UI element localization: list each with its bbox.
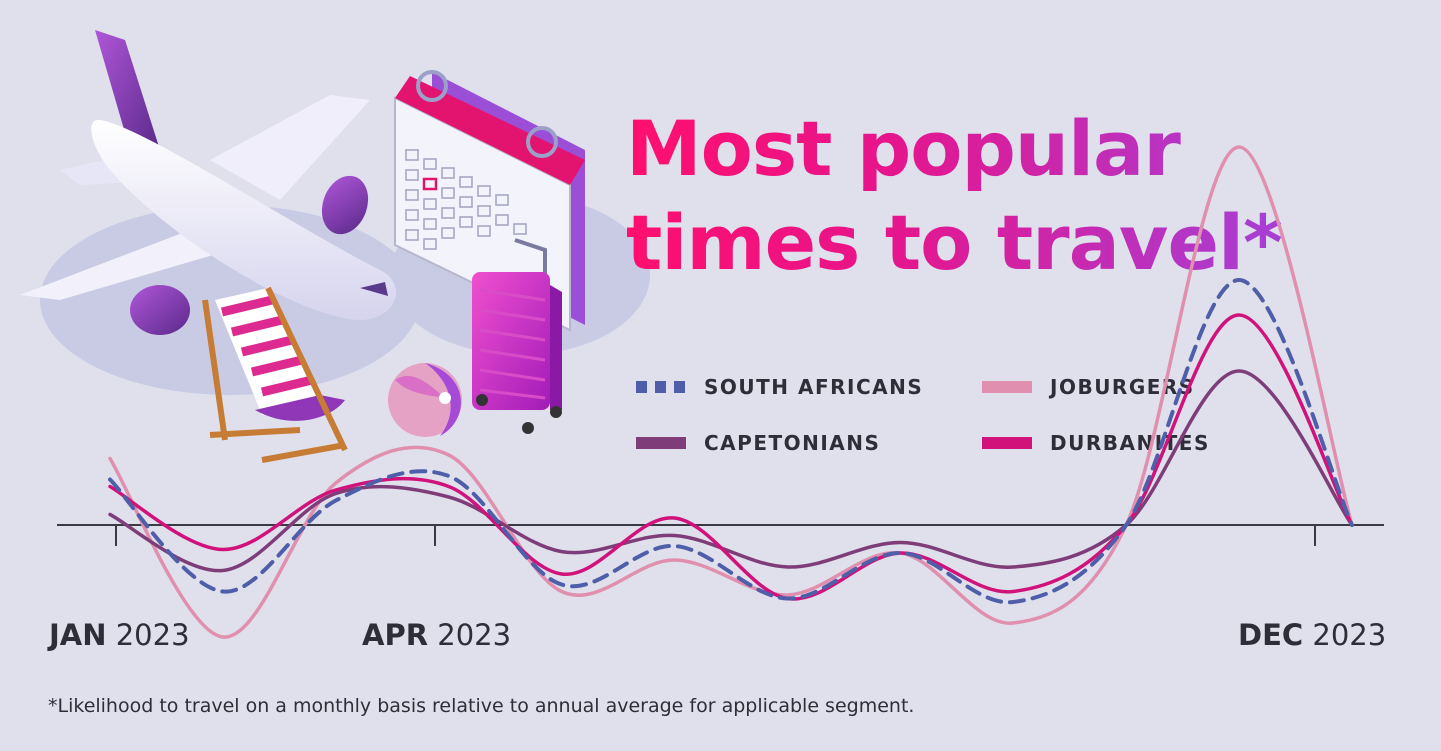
axis-label-apr-month: APR <box>362 618 429 652</box>
axis-label-jan-year: 2023 <box>115 618 190 652</box>
series-line-capetonians <box>108 369 1354 573</box>
legend-item-south-africans: SOUTH AFRICANS <box>636 375 923 399</box>
airplane-icon <box>20 30 397 335</box>
legend-label-joburgers: JOBURGERS <box>1050 375 1195 399</box>
beach-ball-icon <box>388 363 462 437</box>
footnote: *Likelihood to travel on a monthly basis… <box>48 695 915 717</box>
series-line-south-africans <box>108 277 1354 605</box>
axis-label-apr: APR 2023 <box>362 618 511 652</box>
legend-swatch-joburgers <box>982 381 1032 393</box>
travel-illustration <box>20 30 650 463</box>
axis-label-dec-month: DEC <box>1238 618 1304 652</box>
beach-chair-icon <box>202 286 348 463</box>
legend-label-capetonians: CAPETONIANS <box>704 431 881 455</box>
series-line-durbanites <box>108 313 1354 601</box>
legend-label-south-africans: SOUTH AFRICANS <box>704 375 924 399</box>
legend-swatch-south-africans <box>636 381 686 393</box>
axis-label-dec-year: 2023 <box>1312 618 1387 652</box>
legend-item-joburgers: JOBURGERS <box>982 375 1195 399</box>
axis-label-apr-year: 2023 <box>437 618 512 652</box>
suitcase-icon <box>472 238 562 434</box>
series-layer <box>108 145 1354 639</box>
axis-label-jan: JAN 2023 <box>49 618 190 652</box>
legend-swatch-capetonians <box>636 437 686 449</box>
legend-swatch-durbanites <box>982 437 1032 449</box>
axis-label-dec: DEC 2023 <box>1238 618 1386 652</box>
axis-label-jan-month: JAN <box>49 618 107 652</box>
legend-item-capetonians: CAPETONIANS <box>636 431 880 455</box>
series-line-joburgers <box>108 145 1354 639</box>
